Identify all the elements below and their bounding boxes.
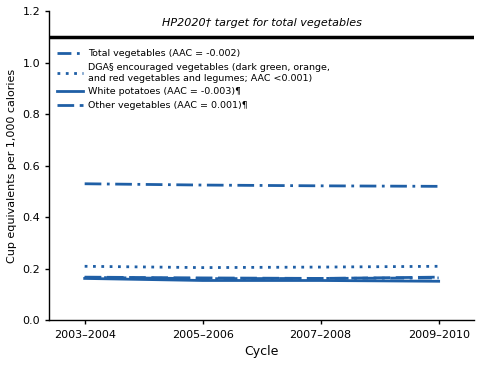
Text: HP2020† target for total vegetables: HP2020† target for total vegetables <box>161 18 361 27</box>
Legend: Total vegetables (AAC = -0.002), DGA§ encouraged vegetables (dark green, orange,: Total vegetables (AAC = -0.002), DGA§ en… <box>54 47 332 113</box>
X-axis label: Cycle: Cycle <box>244 345 278 358</box>
Y-axis label: Cup equivalents per 1,000 calories: Cup equivalents per 1,000 calories <box>7 69 17 263</box>
